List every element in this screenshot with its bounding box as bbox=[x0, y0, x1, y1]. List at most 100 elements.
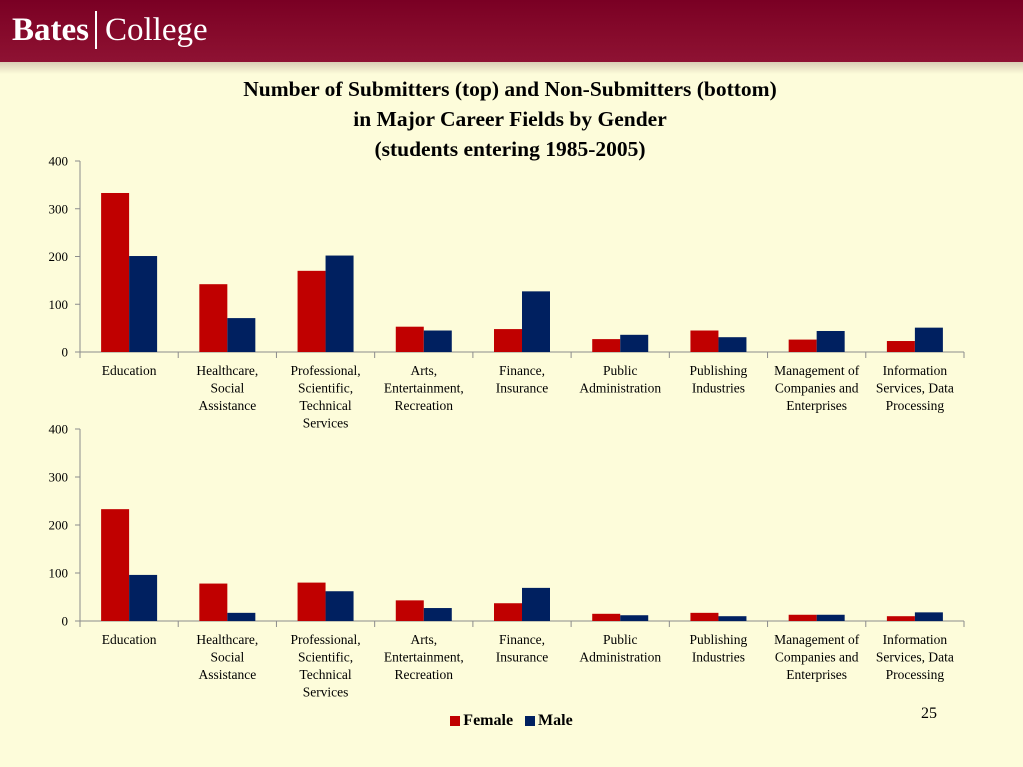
bar-male bbox=[718, 337, 747, 352]
x-category-label: Education bbox=[102, 632, 157, 647]
bar-female bbox=[199, 284, 228, 352]
x-category-label: Education bbox=[102, 363, 157, 378]
x-category-label: Publishing bbox=[690, 632, 748, 647]
x-category-label: Publishing bbox=[690, 363, 748, 378]
x-category-label: Finance, bbox=[499, 363, 545, 378]
bar-male bbox=[914, 327, 943, 352]
logo-divider bbox=[95, 11, 97, 49]
x-category-label: Processing bbox=[886, 667, 945, 682]
bar-female bbox=[690, 330, 719, 352]
x-category-label: Processing bbox=[886, 398, 945, 413]
x-category-label: Scientific, bbox=[298, 650, 353, 665]
x-category-label: Finance, bbox=[499, 632, 545, 647]
x-category-label: Entertainment, bbox=[384, 650, 464, 665]
x-category-label: Technical bbox=[299, 667, 352, 682]
x-category-label: Public bbox=[603, 632, 638, 647]
header-shadow bbox=[0, 62, 1023, 74]
bar-female bbox=[297, 582, 326, 621]
header-bar: Bates College bbox=[0, 0, 1023, 62]
x-category-label: Public bbox=[603, 363, 638, 378]
bar-female bbox=[886, 341, 915, 352]
bar-male bbox=[816, 330, 845, 352]
x-category-label: Technical bbox=[299, 398, 352, 413]
bar-male bbox=[620, 334, 649, 352]
x-category-label: Industries bbox=[692, 381, 745, 396]
bar-male bbox=[325, 255, 354, 352]
y-tick-label: 400 bbox=[49, 154, 69, 169]
x-category-label: Services bbox=[303, 416, 349, 431]
bar-female bbox=[297, 270, 326, 352]
bates-college-logo: Bates College bbox=[12, 8, 208, 52]
bar-female bbox=[494, 329, 522, 352]
x-category-label: Entertainment, bbox=[384, 381, 464, 396]
x-category-label: Professional, bbox=[290, 632, 360, 647]
bar-male bbox=[914, 612, 943, 621]
x-category-label: Scientific, bbox=[298, 381, 353, 396]
x-category-label: Information bbox=[883, 632, 948, 647]
x-category-label: Social bbox=[210, 381, 244, 396]
x-category-label: Administration bbox=[579, 650, 661, 665]
chart-title: Number of Submitters (top) and Non-Submi… bbox=[160, 74, 860, 164]
x-category-label: Healthcare, bbox=[196, 632, 258, 647]
bar-male bbox=[423, 608, 452, 621]
y-tick-label: 300 bbox=[49, 470, 69, 485]
x-category-label: Companies and bbox=[775, 381, 859, 396]
bar-female bbox=[101, 509, 130, 621]
x-category-label: Enterprises bbox=[786, 667, 847, 682]
x-category-label: Services, Data bbox=[876, 650, 954, 665]
chart-title-line-3: (students entering 1985-2005) bbox=[374, 137, 646, 161]
bar-male bbox=[129, 574, 158, 621]
bar-female bbox=[592, 339, 621, 352]
x-category-label: Arts, bbox=[410, 363, 437, 378]
y-tick-label: 0 bbox=[62, 345, 69, 360]
x-category-label: Enterprises bbox=[786, 398, 847, 413]
bar-female bbox=[494, 603, 522, 621]
logo-bates-text: Bates bbox=[12, 12, 89, 48]
legend-item-male: Male bbox=[525, 712, 573, 730]
bar-female bbox=[395, 326, 424, 352]
bar-male bbox=[718, 616, 747, 621]
bar-male bbox=[423, 330, 452, 352]
x-category-label: Recreation bbox=[395, 667, 454, 682]
x-category-label: Assistance bbox=[198, 398, 256, 413]
x-category-label: Insurance bbox=[496, 650, 548, 665]
logo-college-text: College bbox=[105, 12, 208, 48]
x-category-label: Services, Data bbox=[876, 381, 954, 396]
bar-female bbox=[199, 583, 228, 621]
bar-female bbox=[592, 613, 621, 621]
x-category-label: Social bbox=[210, 650, 244, 665]
bar-male bbox=[129, 256, 158, 352]
x-category-label: Insurance bbox=[496, 381, 548, 396]
y-tick-label: 100 bbox=[49, 566, 69, 581]
x-category-label: Administration bbox=[579, 381, 661, 396]
x-category-label: Recreation bbox=[395, 398, 454, 413]
bar-female bbox=[886, 616, 915, 621]
bar-female bbox=[788, 339, 817, 352]
bar-male bbox=[522, 587, 550, 621]
x-category-label: Industries bbox=[692, 650, 745, 665]
y-tick-label: 100 bbox=[49, 297, 69, 312]
bar-male bbox=[227, 612, 256, 621]
y-tick-label: 400 bbox=[49, 422, 69, 437]
legend-swatch-female bbox=[450, 716, 461, 726]
y-tick-label: 200 bbox=[49, 518, 69, 533]
legend-swatch-male bbox=[525, 716, 536, 726]
bar-male bbox=[620, 615, 649, 621]
legend-label-female: Female bbox=[463, 712, 514, 729]
page-number: 25 bbox=[921, 705, 937, 722]
x-category-label: Management of bbox=[774, 632, 860, 647]
bar-female bbox=[395, 600, 424, 621]
y-tick-label: 300 bbox=[49, 201, 69, 216]
x-category-label: Companies and bbox=[775, 650, 859, 665]
x-category-label: Services bbox=[303, 685, 349, 700]
legend-label-male: Male bbox=[538, 712, 573, 729]
chart-title-line-1: Number of Submitters (top) and Non-Submi… bbox=[243, 77, 777, 101]
x-category-label: Arts, bbox=[410, 632, 437, 647]
bar-male bbox=[522, 291, 550, 352]
bar-female bbox=[690, 612, 719, 621]
x-category-label: Information bbox=[883, 363, 948, 378]
x-category-label: Management of bbox=[774, 363, 860, 378]
bar-female bbox=[101, 192, 130, 352]
y-tick-label: 0 bbox=[62, 614, 69, 629]
